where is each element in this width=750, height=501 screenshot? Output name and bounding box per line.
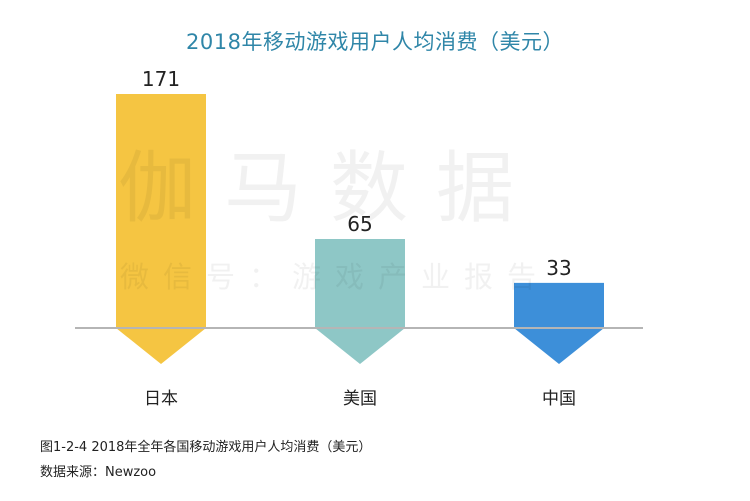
data-label: 171 [142, 67, 180, 91]
category-label: 美国 [343, 389, 377, 409]
bar-中国 [514, 282, 604, 364]
data-label: 33 [546, 256, 571, 280]
source-caption: 数据来源：Newzoo [40, 465, 157, 480]
figure-caption: 图1-2-4 2018年全年各国移动游戏用户人均消费（美元） [40, 440, 372, 455]
bar-美国 [315, 239, 405, 364]
chart-title: 2018年移动游戏用户人均消费（美元） [186, 30, 564, 54]
category-label: 中国 [542, 389, 576, 409]
category-label: 日本 [144, 389, 178, 409]
data-label: 65 [347, 212, 372, 236]
bar-日本 [116, 94, 206, 364]
